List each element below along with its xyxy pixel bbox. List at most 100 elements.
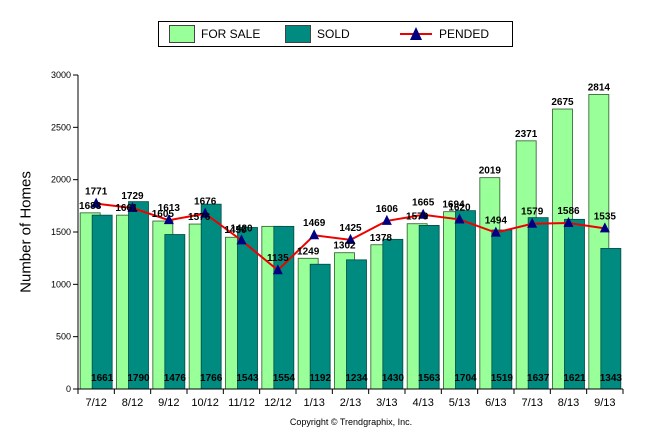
for-sale-value-label: 1694: [442, 200, 465, 211]
pended-marker: [272, 264, 283, 275]
x-tick-label: 8/12: [122, 397, 143, 409]
sold-value-label: 1790: [127, 373, 150, 384]
sold-bar: [200, 203, 222, 390]
data-labels: 1683 1661 1605 1576 1450 1249 1302 1378 1579 1694…: [79, 82, 622, 384]
pended-value-label: 1494: [485, 216, 508, 227]
copyright-text: Copyright © Trendgraphix, Inc.: [289, 417, 413, 427]
x-tick-label: 1/13: [303, 397, 324, 409]
legend-item-sold: SOLD: [285, 22, 350, 46]
sold-bar: [455, 210, 476, 390]
sold-value-label: 1543: [236, 373, 259, 384]
x-tick-label: 12/12: [264, 397, 292, 409]
sold-value-label: 1519: [491, 373, 514, 384]
sold-bars: [91, 201, 622, 390]
x-tick-label: 10/12: [191, 397, 219, 409]
sold-bar: [164, 234, 186, 390]
pended-value-label: 1771: [85, 187, 108, 198]
axes: 0 500 1000 1500 2000 2500 3000 7/12 8/12 9/12 10/1…: [51, 70, 624, 409]
sold-bar: [309, 263, 331, 390]
sold-bar: [491, 229, 513, 390]
pended-line: [91, 197, 610, 275]
for-sale-value-label: 2371: [515, 129, 538, 140]
for-sale-value-label: 2675: [551, 97, 574, 108]
for-sale-value-label: 1576: [188, 212, 211, 223]
x-tick-label: 7/12: [85, 397, 106, 409]
y-tick-label: 2500: [51, 122, 71, 132]
sold-bar: [273, 225, 295, 390]
sold-value-label: 1661: [91, 373, 114, 384]
for-sale-value-label: 1378: [370, 233, 393, 244]
pended-value-label: 1729: [121, 191, 144, 202]
x-tick-label: 6/13: [485, 397, 506, 409]
pended-marker: [200, 207, 211, 218]
x-tick-label: 5/13: [449, 397, 470, 409]
pended-marker: [163, 214, 174, 225]
sold-value-label: 1192: [309, 373, 331, 384]
pended-marker: [527, 217, 538, 228]
pended-value-label: 1425: [339, 223, 362, 234]
legend: FOR SALE SOLD PENDED: [158, 21, 513, 47]
pended-marker: [490, 226, 501, 237]
pended-value-label: 1420: [230, 223, 253, 234]
pended-value-label: 1469: [303, 218, 326, 229]
pended-marker: [236, 234, 247, 245]
for-sale-value-label: 1249: [297, 246, 320, 257]
for-sale-value-label: 1605: [152, 209, 175, 220]
x-tick-label: 9/13: [594, 397, 615, 409]
pended-value-label: 1579: [521, 207, 544, 218]
y-tick-label: 0: [66, 384, 71, 394]
for-sale-value-label: 1579: [406, 212, 429, 223]
pended-marker: [127, 202, 138, 213]
for-sale-value-label: 1450: [224, 225, 247, 236]
pended-value-label: 1620: [448, 202, 471, 213]
sold-bar: [346, 259, 367, 390]
sold-bar: [128, 201, 149, 390]
pended-value-label: 1665: [412, 198, 435, 209]
pended-marker: [381, 214, 392, 225]
y-tick-label: 1500: [51, 227, 71, 237]
sold-value-label: 1704: [454, 373, 477, 384]
pended-marker: [454, 213, 465, 224]
x-tick-label: 9/12: [158, 397, 179, 409]
legend-item-for-sale: FOR SALE: [169, 22, 260, 46]
sold-value-label: 1637: [527, 373, 550, 384]
pended-value-label: 1613: [158, 203, 181, 214]
for-sale-value-label: 2019: [479, 166, 502, 177]
pended-marker: [309, 229, 320, 240]
pended-value-label: 1586: [557, 206, 580, 217]
sold-value-label: 1234: [345, 373, 368, 384]
x-tick-label: 8/13: [558, 397, 579, 409]
pended-line-marker-icon: [400, 27, 432, 40]
for-sale-value-label: 1661: [115, 203, 138, 214]
sold-swatch: [285, 25, 311, 43]
for-sale-value-label: 1302: [333, 241, 356, 252]
sold-value-label: 1554: [273, 373, 296, 384]
pended-marker: [345, 233, 356, 244]
pended-marker: [563, 216, 574, 227]
y-tick-label: 3000: [51, 70, 71, 80]
x-tick-label: 4/13: [412, 397, 433, 409]
sold-value-label: 1766: [200, 373, 223, 384]
legend-label-for-sale: FOR SALE: [201, 27, 261, 41]
pended-value-label: 1606: [376, 204, 399, 215]
legend-label-sold: SOLD: [317, 27, 350, 41]
sold-bar: [418, 225, 440, 390]
x-tick-label: 3/13: [376, 397, 397, 409]
x-tick-label: 11/12: [228, 397, 255, 409]
x-tick-label: 2/13: [340, 397, 361, 409]
sold-value-label: 1430: [382, 373, 405, 384]
legend-label-pended: PENDED: [439, 27, 490, 41]
for-sale-value-label: 1683: [79, 201, 102, 212]
sold-bar: [382, 238, 404, 390]
y-tick-label: 2000: [51, 175, 71, 185]
legend-item-pended: PENDED: [399, 22, 489, 46]
pended-marker: [599, 222, 610, 233]
sold-value-label: 1343: [600, 373, 623, 384]
pended-value-label: 1535: [594, 211, 617, 222]
sold-value-label: 1563: [418, 373, 441, 384]
pended-marker: [91, 197, 102, 208]
pended-value-label: 1676: [194, 197, 217, 208]
sold-bar: [564, 218, 585, 390]
pended-value-label: 1135: [267, 253, 289, 264]
